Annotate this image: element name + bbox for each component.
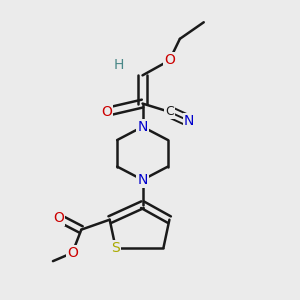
Text: O: O [67,246,78,260]
Text: C: C [165,105,174,118]
Text: O: O [53,211,64,225]
Text: O: O [101,105,112,119]
Text: S: S [111,241,120,255]
Text: N: N [137,120,148,134]
Text: N: N [137,173,148,187]
Text: O: O [164,53,175,68]
Text: N: N [184,114,194,128]
Text: H: H [113,58,124,72]
